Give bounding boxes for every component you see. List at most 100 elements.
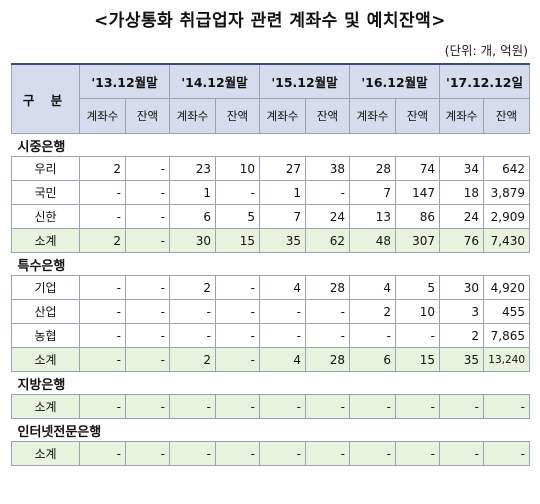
account-count-cell: - [169,299,216,324]
account-count-cell: 2 [169,275,216,300]
account-count-cell: - [169,394,216,419]
balance-cell: - [215,347,260,372]
header-balance: 잔액 [482,98,531,134]
balance-cell: 307 [395,228,440,253]
bank-name: 농협 [11,323,80,348]
bank-name: 소계 [11,441,80,466]
bank-name: 소계 [11,228,80,253]
account-count-cell: - [349,394,396,419]
account-count-cell: 28 [349,156,396,181]
balance-cell: 86 [395,204,440,229]
balance-cell: - [305,394,350,419]
header-balance: 잔액 [305,98,350,134]
balance-cell: - [125,228,170,253]
header-period: '15.12월말 [259,63,350,99]
balance-cell: - [395,394,440,419]
account-count-cell: 1 [169,180,216,205]
balance-cell: 147 [395,180,440,205]
account-count-cell: 2 [439,323,484,348]
account-count-cell: 48 [349,228,396,253]
balance-cell: - [395,323,440,348]
table-row: 기업 - -2-4 28 4 5 30 4,920 [11,275,531,300]
balance-cell: - [305,441,350,466]
header-balance: 잔액 [215,98,260,134]
account-count-cell: - [79,394,126,419]
balance-cell: 10 [215,156,260,181]
balance-cell: - [395,441,440,466]
account-count-cell: - [259,323,306,348]
account-count-cell: - [79,323,126,348]
account-count-cell: 30 [439,275,484,300]
header-gubun: 구 분 [11,63,80,134]
balance-cell: 7,430 [482,228,531,253]
bank-name: 국민 [11,180,80,205]
account-count-cell: - [79,275,126,300]
balance-cell: 5 [215,204,260,229]
header-period: '14.12월말 [169,63,260,99]
document-title: <가상통화 취급업자 관련 계좌수 및 예치잔액> [93,11,447,31]
account-count-cell: 13 [349,204,396,229]
account-count-cell: 2 [79,156,126,181]
header-period: '16.12월말 [349,63,440,99]
section-title: 인터넷전문은행 [11,418,530,442]
balance-cell: - [125,156,170,181]
subtotal-row: 소계 - -2-4 28 6 15 35 13,240 [11,347,531,372]
account-count-cell: 1 [259,180,306,205]
bank-name: 기업 [11,275,80,300]
header-balance: 잔액 [395,98,440,134]
account-count-cell: - [79,347,126,372]
account-count-cell: - [79,441,126,466]
section-header-row: 시중은행 [11,133,530,157]
account-count-cell: - [349,441,396,466]
account-count-cell: 35 [259,228,306,253]
header-accounts: 계좌수 [439,98,484,134]
balance-cell: - [125,347,170,372]
balance-cell: - [125,204,170,229]
table-row: 국민 - -1-1-7 147 18 3,879 [11,180,531,205]
account-count-cell: 6 [349,347,396,372]
table-row: 산업 - - - - - -2 10 3 455 [11,299,531,324]
section-title: 특수은행 [11,252,530,276]
account-count-cell: - [79,204,126,229]
balance-cell: 28 [305,347,350,372]
section-title: 지방은행 [11,371,530,395]
account-count-cell: - [439,441,484,466]
balance-cell: - [125,275,170,300]
account-count-cell: 2 [169,347,216,372]
balance-cell: - [215,323,260,348]
balance-cell: - [125,394,170,419]
balance-cell: 4,920 [482,275,531,300]
subtotal-row: 소계 - - - - - - - - - - [11,441,531,466]
account-count-cell: - [439,394,484,419]
header-accounts: 계좌수 [79,98,126,134]
balance-cell: - [125,299,170,324]
balance-cell: 62 [305,228,350,253]
account-count-cell: 35 [439,347,484,372]
account-count-cell: - [169,323,216,348]
account-count-cell: 27 [259,156,306,181]
unit-note: (단위: 개, 억원) [444,43,528,58]
table-body: 시중은행 우리 2-23 10 27 38 28 74 34 642 국민 - -1-1-7 147 18 3… [11,133,531,466]
balance-cell: - [482,441,531,466]
account-count-cell: 2 [79,228,126,253]
account-count-cell: 2 [349,299,396,324]
account-count-cell: - [259,441,306,466]
balance-cell: - [305,323,350,348]
header-accounts: 계좌수 [349,98,396,134]
balance-cell: - [482,394,531,419]
subtotal-row: 소계 - - - - - - - - - - [11,394,531,419]
header-period: '13.12월말 [79,63,170,99]
account-count-cell: 23 [169,156,216,181]
balance-cell: - [305,180,350,205]
account-count-cell: - [349,323,396,348]
header-accounts: 계좌수 [169,98,216,134]
balance-cell: 15 [215,228,260,253]
balance-cell: 455 [482,299,531,324]
header-period: '17.12.12일 [438,63,531,99]
header-balance: 잔액 [125,98,170,134]
subtotal-row: 소계 2-30 15 35 62 48 307 76 7,430 [11,228,531,253]
balance-cell: 10 [395,299,440,324]
account-count-cell: 4 [349,275,396,300]
account-count-cell: 6 [169,204,216,229]
balance-cell: - [215,180,260,205]
